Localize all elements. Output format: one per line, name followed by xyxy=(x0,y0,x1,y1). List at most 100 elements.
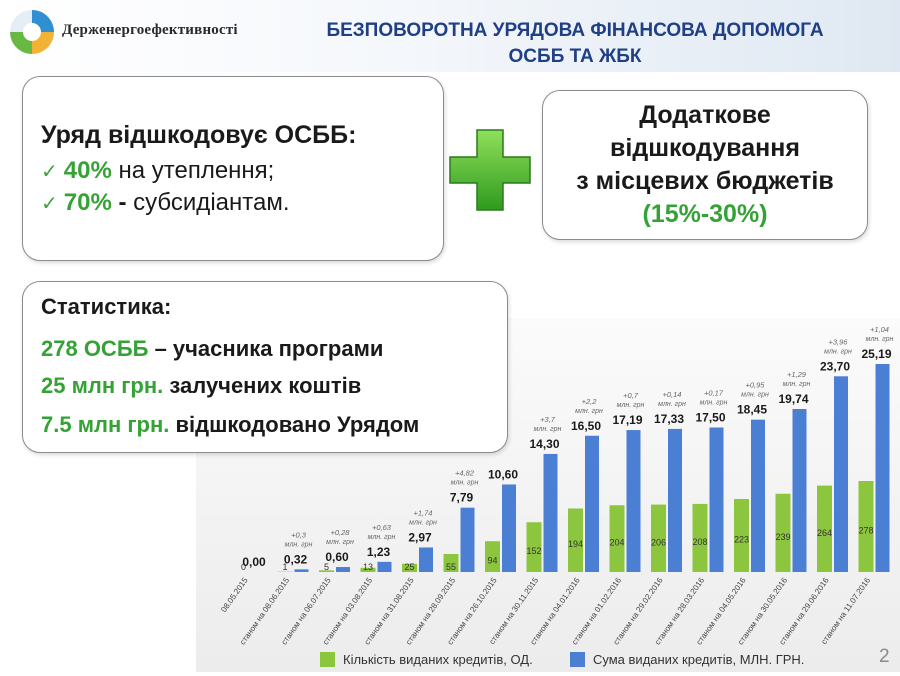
increment-value: +2,2 xyxy=(582,397,598,406)
increment-unit: млн. грн xyxy=(824,348,852,355)
sum-label: 2,97 xyxy=(408,530,432,544)
increment-value: +3,7 xyxy=(540,415,556,424)
increment-value: +0,28 xyxy=(331,528,351,537)
bar-sum xyxy=(626,430,641,572)
local-budget-line-1: Додаткове xyxy=(639,101,771,129)
increment-unit: млн. грн xyxy=(575,408,603,415)
increment-value: +0,17 xyxy=(704,388,724,397)
bar-count xyxy=(402,563,417,572)
subsidy-percent: 70% xyxy=(63,189,112,216)
increment-unit: млн. грн xyxy=(866,336,894,343)
checkmark-icon: ✓ xyxy=(41,193,58,215)
bar-sum xyxy=(543,453,558,572)
increment-value: +0,95 xyxy=(746,381,766,390)
checkmark-icon: ✓ xyxy=(41,161,58,183)
sum-label: 17,50 xyxy=(695,410,725,424)
local-budget-box: Додаткове відшкодування з місцевих бюдже… xyxy=(542,90,868,240)
title-line-2: ОСББ ТА ЖБК xyxy=(508,46,642,67)
compensated-amount: 7.5 млн грн. xyxy=(41,412,170,437)
bar-sum xyxy=(460,507,475,572)
increment-value: +0,3 xyxy=(291,530,307,539)
compensated-text: відшкодовано Урядом xyxy=(175,412,420,437)
bar-sum xyxy=(585,435,599,572)
statistics-box: Статистика: 278 ОСББ – учасника програми… xyxy=(22,281,508,453)
compensation-item-insulation: ✓ 40% на утеплення; xyxy=(41,157,274,185)
bar-sum xyxy=(751,419,765,572)
increment-value: +1,74 xyxy=(414,508,433,517)
increment-unit: млн. грн xyxy=(368,534,396,541)
bar-count xyxy=(858,481,874,572)
bar-count xyxy=(526,522,542,572)
sum-label: 25,19 xyxy=(861,347,891,361)
bar-count xyxy=(651,504,666,572)
count-label: 55 xyxy=(446,562,456,572)
increment-unit: млн. грн xyxy=(285,541,313,548)
legend-swatch-blue xyxy=(570,652,585,667)
sum-label: 10,60 xyxy=(488,467,518,481)
raised-amount: 25 млн грн. xyxy=(41,373,164,398)
increment-unit: млн. грн xyxy=(451,480,479,487)
increment-value: +1,04 xyxy=(870,325,889,334)
increment-unit: млн. грн xyxy=(534,426,562,433)
bar-count xyxy=(319,570,334,572)
increment-unit: млн. грн xyxy=(409,519,437,526)
legend-swatch-green xyxy=(320,652,335,667)
energy-logo-icon xyxy=(10,10,54,54)
local-budget-percent: (15%-30%) xyxy=(642,200,768,228)
bar-sum xyxy=(294,569,309,572)
count-label: 206 xyxy=(651,537,666,547)
count-label: 13 xyxy=(363,562,373,572)
legend-item-sum: Сума виданих кредитів, МЛН. ГРН. xyxy=(570,652,804,667)
compensation-heading: Уряд відшкодовує ОСББ: xyxy=(41,121,357,149)
increment-unit: млн. грн xyxy=(326,539,354,546)
local-budget-line-2: відшкодування xyxy=(610,134,800,162)
legend-item-count: Кількість виданих кредитів, ОД. xyxy=(320,652,533,667)
category-tick-label: станом на 11.07.2016 xyxy=(819,576,872,646)
sum-label: 0,32 xyxy=(284,552,308,566)
logo-text: Держенергоефективності xyxy=(62,22,238,38)
category-tick-label: 08.05.2015 xyxy=(219,576,250,614)
count-label: 278 xyxy=(858,526,873,536)
increment-unit: млн. грн xyxy=(741,392,769,399)
increment-unit: млн. грн xyxy=(700,399,728,406)
insulation-text: на утеплення; xyxy=(118,157,275,184)
bar-count xyxy=(609,505,625,572)
bar-count xyxy=(360,567,376,572)
header-band xyxy=(0,0,900,72)
statistics-row-raised: 25 млн грн. залучених коштів xyxy=(41,373,361,399)
statistics-heading: Статистика: xyxy=(41,294,172,319)
sum-label: 0,60 xyxy=(325,550,349,564)
sum-label: 14,30 xyxy=(529,437,559,451)
title-line-1: БЕЗПОВОРОТНА УРЯДОВА ФІНАНСОВА ДОПОМОГА xyxy=(326,20,824,41)
count-label: 239 xyxy=(775,532,790,542)
bar-sum xyxy=(875,364,890,572)
bar-sum xyxy=(834,376,848,572)
bar-count xyxy=(568,508,583,572)
count-label: 1 xyxy=(282,562,287,572)
subsidy-text: субсидіантам. xyxy=(133,189,290,216)
sum-label: 1,23 xyxy=(367,545,391,559)
increment-value: +0,7 xyxy=(623,391,639,400)
bar-sum xyxy=(336,567,350,572)
count-label: 204 xyxy=(609,538,624,548)
sum-label: 17,19 xyxy=(612,413,642,427)
insulation-percent: 40% xyxy=(63,157,112,184)
increment-value: +0,63 xyxy=(372,523,392,532)
bar-count xyxy=(692,503,708,572)
bar-sum xyxy=(792,409,807,572)
participants-count: 278 ОСББ xyxy=(41,336,149,361)
legend-label-count: Кількість виданих кредитів, ОД. xyxy=(343,652,533,667)
bar-sum xyxy=(502,484,516,572)
bar-count xyxy=(485,541,500,572)
count-label: 223 xyxy=(734,535,749,545)
legend-label-sum: Сума виданих кредитів, МЛН. ГРН. xyxy=(593,652,805,667)
increment-value: +3,96 xyxy=(829,337,849,346)
bar-sum xyxy=(668,428,682,572)
bar-sum xyxy=(419,547,433,572)
count-label: 264 xyxy=(817,528,832,538)
bar-count xyxy=(443,553,459,572)
count-label: 94 xyxy=(487,556,497,566)
page-number: 2 xyxy=(879,646,890,667)
increment-unit: млн. грн xyxy=(617,402,645,409)
sum-label: 0,00 xyxy=(242,555,266,569)
